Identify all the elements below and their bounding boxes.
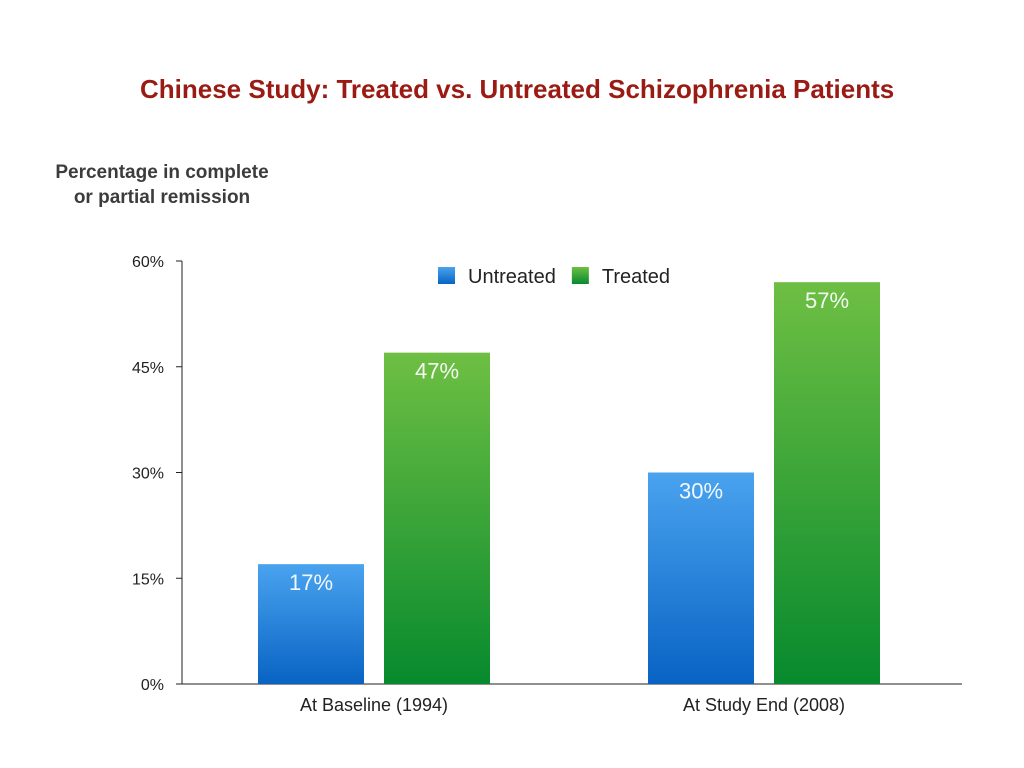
legend-swatch-untreated: [438, 267, 455, 284]
legend-label-untreated: Untreated: [468, 266, 556, 288]
legend-label-treated: Treated: [602, 266, 670, 288]
y-tick-label: 60%: [132, 254, 164, 271]
y-tick-label: 45%: [132, 360, 164, 377]
bar-untreated-0: [258, 564, 364, 684]
bar-untreated-1: [648, 472, 754, 684]
axes: 0% 15% 30% 45% 60%: [132, 254, 962, 694]
bar-treated-0: [384, 352, 490, 684]
bars: 17% 47% At Baseline (1994) 30% 57% At Study E…: [258, 282, 880, 715]
y-axis-label: Percentage in complete or partial remiss…: [34, 160, 290, 210]
data-label: 30%: [679, 479, 723, 504]
data-label: 47%: [415, 359, 459, 384]
y-tick-label: 0%: [141, 677, 164, 694]
y-tick-label: 30%: [132, 466, 164, 483]
data-label: 17%: [289, 570, 333, 595]
y-axis-label-line-1: Percentage in complete: [55, 162, 269, 183]
data-label: 57%: [805, 288, 849, 313]
y-axis-label-line-2: or partial remission: [73, 187, 251, 208]
y-tick-label: 15%: [132, 571, 164, 588]
legend-swatch-treated: [571, 267, 589, 284]
x-category-label: At Baseline (1994): [300, 695, 448, 715]
legend: Untreated Treated: [438, 266, 670, 288]
x-category-label: At Study End (2008): [683, 695, 845, 715]
chart-title: Chinese Study: Treated vs. Untreated Sch…: [140, 74, 895, 104]
bar-treated-1: [774, 282, 880, 684]
